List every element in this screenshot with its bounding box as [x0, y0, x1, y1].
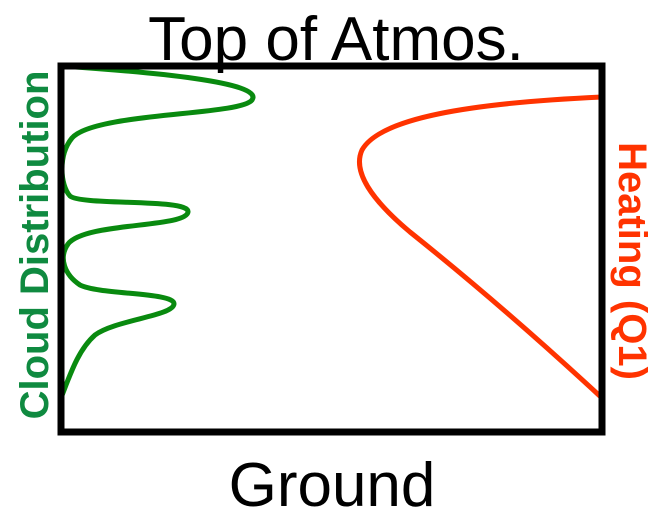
- diagram-frame: [57, 62, 606, 436]
- cloud-distribution-curve: [58, 63, 256, 401]
- heating-q1-curve: [356, 94, 605, 401]
- heating-q1-label: Heating (Q1): [610, 142, 654, 380]
- ground-label: Ground: [229, 451, 436, 512]
- cloud-distribution-label: Cloud Distribution: [13, 71, 57, 420]
